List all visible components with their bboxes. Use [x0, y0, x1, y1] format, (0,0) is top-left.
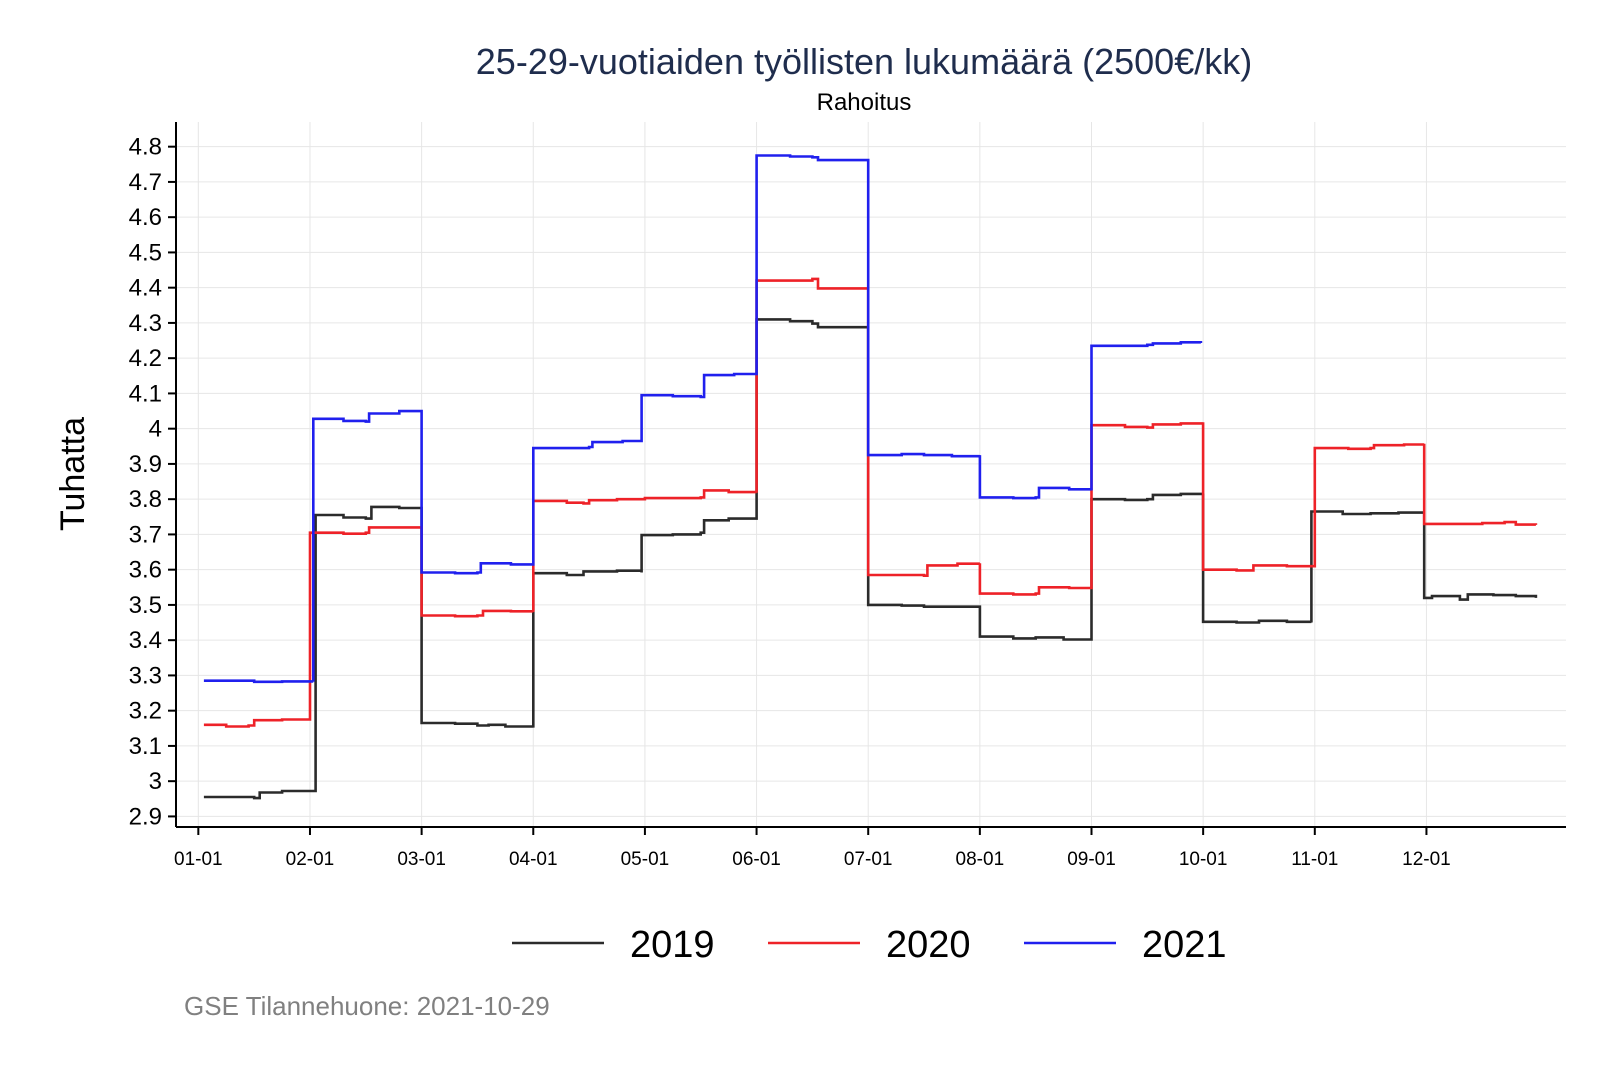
x-tick-label: 02-01 — [286, 849, 335, 870]
legend-label-2019: 2019 — [630, 924, 715, 966]
y-tick-label: 3 — [149, 768, 162, 795]
x-tick-label: 05-01 — [621, 849, 670, 870]
y-axis-label: Tuhatta — [54, 417, 92, 531]
x-tick-label: 12-01 — [1402, 849, 1451, 870]
x-tick-label: 09-01 — [1067, 849, 1116, 870]
y-tick-label: 4.5 — [129, 239, 162, 266]
series-lines — [203, 154, 1538, 800]
x-tick-label: 01-01 — [174, 849, 223, 870]
y-tick-label: 4.8 — [129, 134, 162, 161]
y-tick-label: 4.6 — [129, 204, 162, 231]
y-tick-label: 3.8 — [129, 486, 162, 513]
series-line-2020 — [203, 277, 1538, 728]
y-tick-label: 3.2 — [129, 698, 162, 725]
x-tick-label: 08-01 — [956, 849, 1005, 870]
x-tick-label: 06-01 — [732, 849, 781, 870]
grid — [176, 122, 1566, 827]
x-tick-label: 07-01 — [844, 849, 893, 870]
chart-subtitle: Rahoitus — [817, 89, 912, 116]
y-tick-label: 4 — [149, 416, 162, 443]
source-note: GSE Tilannehuone: 2021-10-29 — [184, 991, 550, 1021]
legend-label-2020: 2020 — [886, 924, 971, 966]
x-axis-ticks: 01-01 02-01 03-01 04-01 05-01 06-01 07-01 08-01… — [174, 827, 1451, 870]
y-tick-label: 2.9 — [129, 803, 162, 830]
chart-title: 25-29-vuotiaiden työllisten lukumäärä (2… — [476, 41, 1252, 82]
y-tick-label: 3.1 — [129, 733, 162, 760]
y-tick-label: 3.7 — [129, 521, 162, 548]
y-tick-label: 4.1 — [129, 380, 162, 407]
x-tick-label: 03-01 — [397, 849, 446, 870]
x-tick-label: 10-01 — [1179, 849, 1228, 870]
series-line-2021 — [203, 154, 1203, 684]
y-tick-label: 3.9 — [129, 451, 162, 478]
y-tick-label: 3.6 — [129, 557, 162, 584]
y-tick-label: 3.3 — [129, 662, 162, 689]
y-tick-label: 4.4 — [129, 275, 162, 302]
y-axis-ticks: 2.9 3 3.1 3.2 3.3 3.4 3.5 3.6 3.7 3.8 3.9 4 4.1 4.2 4.… — [129, 134, 176, 830]
legend: 2019 2020 2021 — [512, 924, 1227, 966]
x-tick-label: 11-01 — [1291, 849, 1338, 870]
y-tick-label: 3.4 — [129, 627, 162, 654]
y-tick-label: 4.2 — [129, 345, 162, 372]
y-tick-label: 4.3 — [129, 310, 162, 337]
y-tick-label: 3.5 — [129, 592, 162, 619]
series-line-2019 — [203, 318, 1538, 800]
legend-label-2021: 2021 — [1142, 924, 1227, 966]
y-tick-label: 4.7 — [129, 169, 162, 196]
x-tick-label: 04-01 — [509, 849, 558, 870]
